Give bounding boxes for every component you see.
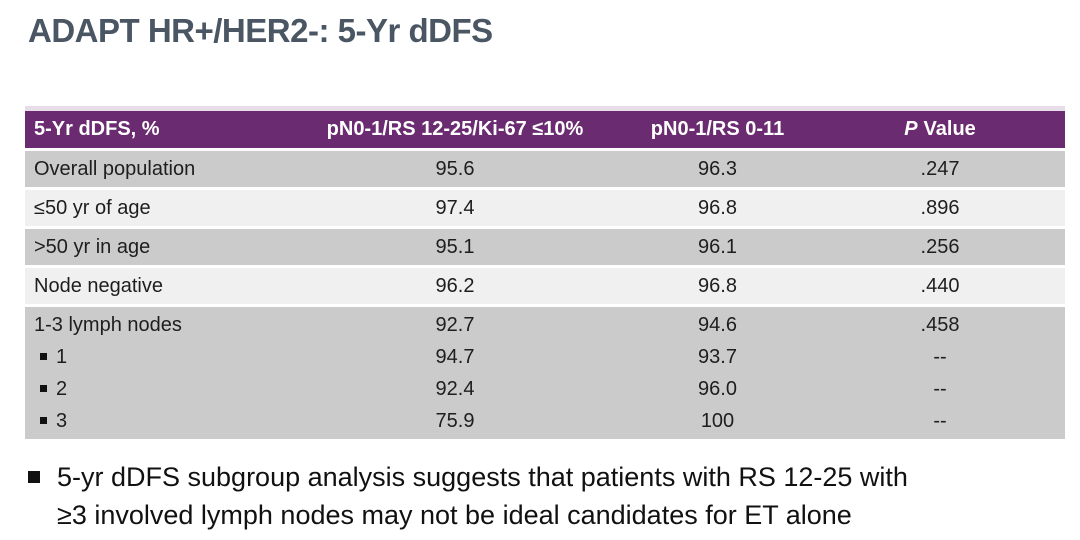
value-cell: 93.7 [698, 346, 737, 368]
value-cell: 92.7 [435, 314, 475, 336]
row-label: ≤50 yr of age [34, 197, 151, 219]
row-label: 1 [25, 341, 290, 373]
row-label: Node negative [34, 275, 163, 297]
table-row: ≤50 yr of age 97.4 96.8 .896 [25, 190, 1065, 226]
pvalue-italic-p: P [904, 118, 918, 140]
header-cell-rs011: pN0-1/RS 0-11 [650, 118, 785, 140]
table-row: Node negative 96.2 96.8 .440 [25, 268, 1065, 304]
pvalue-cell: -- [933, 378, 947, 400]
square-bullet-icon [28, 471, 40, 483]
value-cell: 96.2 [435, 275, 475, 297]
header-cell-endpoint: 5-Yr dDFS, % [34, 118, 160, 140]
table-row: Overall population 95.6 96.3 .247 [25, 151, 1065, 187]
value-cell: 96.1 [698, 236, 737, 258]
header-cell-pvalue: P Value [815, 111, 1065, 148]
value-cell: 95.6 [435, 158, 475, 180]
row-label: Overall population [34, 158, 196, 180]
square-bullet-icon [40, 416, 47, 424]
slide-title: ADAPT HR+/HER2-: 5-Yr dDFS [28, 12, 493, 49]
value-cell: 94.6 [698, 314, 737, 336]
pvalue-cell: -- [933, 410, 947, 432]
square-bullet-icon [40, 384, 47, 392]
header-cell-rs1225: pN0-1/RS 12-25/Ki-67 ≤10% [326, 118, 584, 140]
value-cell: 96.8 [698, 197, 737, 219]
pvalue-cell: .247 [920, 158, 960, 180]
row-label: >50 yr in age [34, 236, 151, 258]
value-cell: 94.7 [435, 346, 475, 368]
lymph-node-row-group: 1-3 lymph nodes 92.7 94.6 .458 1 94.7 93… [25, 307, 1065, 439]
takeaway-note: 5-yr dDFS subgroup analysis suggests tha… [28, 458, 908, 534]
pvalue-cell: -- [933, 346, 947, 368]
row-label: 1-3 lymph nodes [34, 314, 182, 336]
value-cell: 75.9 [435, 410, 475, 432]
value-cell: 97.4 [435, 197, 475, 219]
value-cell: 96.3 [698, 158, 737, 180]
pvalue-cell: .256 [920, 236, 960, 258]
table-row: 1-3 lymph nodes 92.7 94.6 .458 [25, 309, 1065, 341]
value-cell: 95.1 [435, 236, 475, 258]
value-cell: 96.8 [698, 275, 737, 297]
table-row: 1 94.7 93.7 -- [25, 341, 1065, 373]
takeaway-text: 5-yr dDFS subgroup analysis suggests tha… [57, 458, 908, 534]
results-table: 5-Yr dDFS, % pN0-1/RS 12-25/Ki-67 ≤10% p… [25, 106, 1065, 439]
takeaway-line-2: ≥3 involved lymph nodes may not be ideal… [57, 500, 852, 530]
pvalue-cell: .896 [920, 197, 960, 219]
value-cell: 92.4 [435, 378, 475, 400]
row-label: 3 [25, 405, 290, 437]
takeaway-line-1: 5-yr dDFS subgroup analysis suggests tha… [57, 462, 908, 492]
table-row: 3 75.9 100 -- [25, 405, 1065, 437]
table-row: >50 yr in age 95.1 96.1 .256 [25, 229, 1065, 265]
pvalue-label-rest: Value [923, 118, 976, 140]
table-row: 2 92.4 96.0 -- [25, 373, 1065, 405]
table-header-row: 5-Yr dDFS, % pN0-1/RS 12-25/Ki-67 ≤10% p… [25, 106, 1065, 148]
pvalue-cell: .458 [920, 314, 960, 336]
value-cell: 96.0 [698, 378, 737, 400]
square-bullet-icon [40, 352, 47, 360]
pvalue-cell: .440 [920, 275, 960, 297]
row-label: 2 [25, 373, 290, 405]
value-cell: 100 [700, 410, 735, 432]
